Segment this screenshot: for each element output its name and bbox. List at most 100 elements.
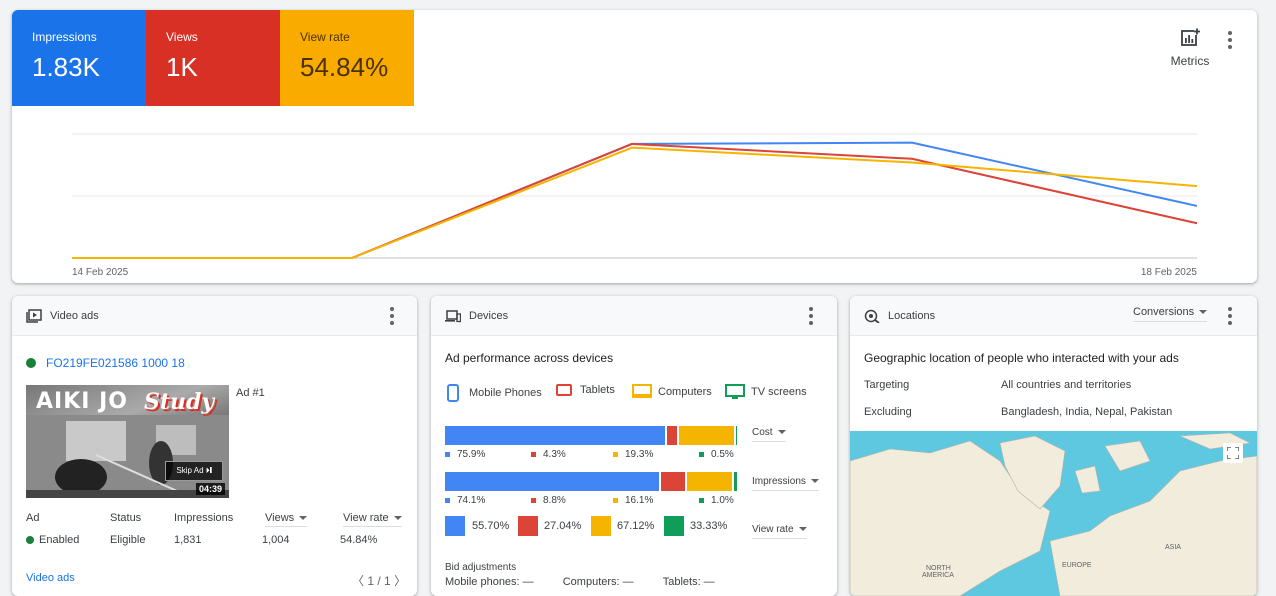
- legend-swatch-icon: [445, 498, 450, 503]
- column-header-ad: Ad: [26, 512, 40, 524]
- cost-pct-computers: 19.3%: [613, 449, 653, 460]
- legend-mobile-label: Mobile Phones: [469, 387, 542, 399]
- conversions-dropdown[interactable]: Conversions: [1133, 306, 1208, 322]
- x-axis-tick-label: 18 Feb 2025: [1141, 267, 1198, 278]
- column-header-status: Status: [110, 512, 142, 524]
- map-label-north: NORTH: [926, 565, 951, 572]
- fullscreen-glyph-icon: [1227, 447, 1239, 459]
- legend-tablets: Tablets: [556, 384, 615, 396]
- cost-pct-mobile: 75.9%: [445, 449, 485, 460]
- ad-id-link[interactable]: FO219FE021586 1000 18: [26, 356, 185, 370]
- legend-tablets-label: Tablets: [580, 384, 615, 396]
- skip-ad-button: Skip Ad ⏵❙: [165, 461, 223, 481]
- view-rate-computers-swatch: [591, 516, 611, 536]
- devices-more-options-icon[interactable]: [801, 306, 821, 326]
- series-line-views: [72, 142, 1198, 259]
- views-label: Views: [166, 30, 198, 44]
- view-rate-metric-tile[interactable]: View rate 54.84%: [280, 10, 414, 106]
- view-rate-computers: 67.12%: [617, 520, 655, 532]
- chart-more-options-icon[interactable]: [1220, 30, 1240, 50]
- impressions-metric-tile[interactable]: Impressions 1.83K: [12, 10, 146, 106]
- cost-dropdown-label: Cost: [752, 427, 773, 438]
- cost-dropdown[interactable]: Cost: [752, 427, 786, 442]
- status-dot-icon: [26, 358, 36, 368]
- world-map[interactable]: ASIA EUROPE NORTH AMERICA: [850, 431, 1257, 596]
- locations-header: Locations Conversions: [850, 296, 1257, 336]
- dropdown-arrow-icon: [1199, 310, 1208, 315]
- bid-adjustments-title: Bid adjustments: [445, 562, 517, 573]
- column-header-impressions: Impressions: [174, 512, 234, 524]
- legend-tv-label: TV screens: [751, 386, 807, 398]
- views-cell: 1,004: [262, 534, 290, 546]
- video-ads-more-options-icon[interactable]: [382, 306, 402, 326]
- view-rate-dropdown[interactable]: View rate: [752, 524, 807, 539]
- view-rate-tv-swatch: [664, 516, 684, 536]
- targeting-label: Targeting: [864, 379, 910, 391]
- thumbnail-title-red: Study: [144, 389, 215, 415]
- locations-more-options-icon[interactable]: [1220, 306, 1240, 326]
- view-rate-tablets: 27.04%: [544, 520, 582, 532]
- pct-text: 0.5%: [711, 449, 734, 460]
- legend-swatch-icon: [531, 452, 536, 457]
- pct-text: 19.3%: [625, 449, 654, 460]
- legend-swatch-icon: [699, 452, 704, 457]
- map-label-america: AMERICA: [922, 572, 954, 579]
- view-rate-dropdown-label: View rate: [752, 524, 794, 535]
- column-header-view-rate-dropdown[interactable]: View rate: [343, 512, 402, 527]
- thumbnail-scene-icon: [26, 415, 229, 498]
- legend-swatch-icon: [445, 452, 450, 457]
- dropdown-arrow-icon: [777, 430, 786, 435]
- video-duration: 04:39: [195, 483, 225, 495]
- devices-subtitle: Ad performance across devices: [445, 351, 614, 365]
- impressions-pct-tablets: 8.8%: [531, 495, 566, 506]
- ad-status-cell: Enabled: [26, 534, 79, 546]
- dropdown-arrow-icon: [810, 479, 819, 484]
- video-ads-card: Video ads FO219FE021586 1000 18 AIKI JO …: [12, 296, 417, 596]
- view-rate-mobile-swatch: [445, 516, 465, 536]
- impressions-pct-tv: 1.0%: [699, 495, 734, 506]
- column-header-views-dropdown[interactable]: Views: [265, 512, 308, 527]
- view-rate-value: 54.84%: [300, 52, 389, 82]
- devices-card: Devices Ad performance across devices Mo…: [431, 296, 837, 596]
- add-chart-icon: [1181, 28, 1200, 46]
- video-library-icon: [26, 308, 42, 323]
- views-metric-tile[interactable]: Views 1K: [146, 10, 280, 106]
- cost-bar-segment-tv: [735, 426, 737, 445]
- prev-page-icon[interactable]: 〈: [352, 574, 365, 588]
- pct-text: 8.8%: [543, 495, 566, 506]
- impressions-stacked-bar: [445, 472, 737, 491]
- thumbnail-title-white: AIKI JO: [36, 389, 128, 414]
- video-ads-link[interactable]: Video ads: [26, 572, 75, 584]
- next-page-icon[interactable]: 〉: [394, 574, 407, 588]
- impressions-bar-segment-computers: [687, 472, 735, 491]
- bid-mobile: Mobile phones: —: [445, 576, 534, 588]
- world-map-graphic: [850, 432, 1257, 596]
- impressions-value: 1.83K: [32, 52, 100, 82]
- excluding-label: Excluding: [864, 406, 912, 418]
- legend-swatch-icon: [699, 498, 704, 503]
- impressions-bar-segment-tablets: [661, 472, 688, 491]
- cost-bar-segment-tablets: [666, 426, 680, 445]
- devices-title: Devices: [469, 309, 509, 322]
- pagination: 〈 1 / 1 〉: [352, 572, 406, 589]
- locations-title: Locations: [888, 309, 936, 322]
- ad-enabled-text: Enabled: [39, 534, 80, 546]
- tv-screen-icon: [725, 384, 745, 399]
- computer-icon: [632, 384, 652, 398]
- status-cell: Eligible: [110, 534, 146, 546]
- fullscreen-icon[interactable]: [1223, 443, 1243, 463]
- pct-text: 1.0%: [711, 495, 734, 506]
- metrics-button[interactable]: Metrics: [1162, 28, 1218, 68]
- metrics-button-label: Metrics: [1170, 54, 1210, 68]
- map-label-europe: EUROPE: [1062, 562, 1092, 569]
- view-rate-tablets-swatch: [518, 516, 538, 536]
- ad-video-thumbnail[interactable]: AIKI JO Study Skip Ad ⏵❙ 04:39: [26, 385, 229, 498]
- cost-bar-segment-computers: [679, 426, 736, 445]
- bid-adjustments-row: Mobile phones: — Computers: — Tablets: —: [445, 576, 715, 588]
- impressions-dropdown[interactable]: Impressions: [752, 476, 819, 491]
- legend-swatch-icon: [613, 498, 618, 503]
- ad-number: Ad #1: [236, 387, 265, 399]
- impressions-pct-mobile: 74.1%: [445, 495, 485, 506]
- location-search-icon: [864, 309, 880, 323]
- dropdown-arrow-icon: [798, 527, 807, 532]
